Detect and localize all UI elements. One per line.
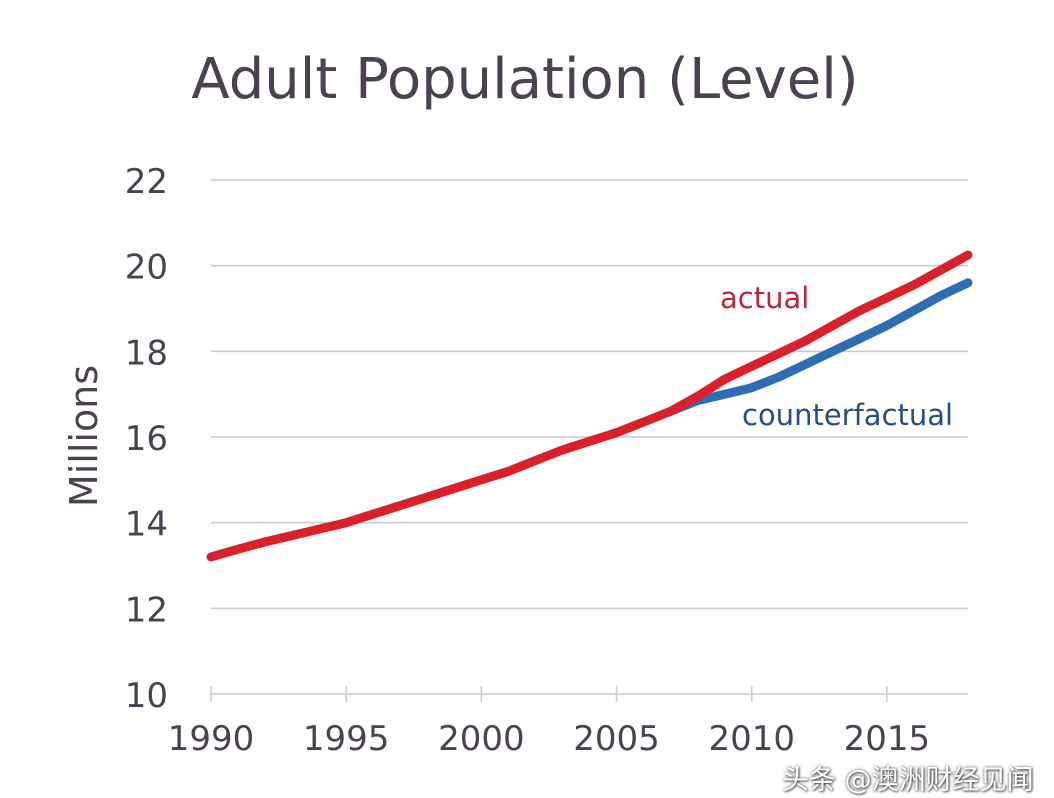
y-axis-label: Millions [62, 365, 106, 507]
x-tick-label: 2010 [708, 719, 795, 759]
gridlines: 10 12 14 16 18 20 22 [125, 162, 968, 716]
x-tick-label: 2005 [573, 719, 660, 759]
chart-title: Adult Population (Level) [191, 47, 858, 112]
y-tick-label: 14 [125, 505, 168, 545]
x-tick-label: 1995 [303, 719, 390, 759]
y-tick-label: 18 [125, 333, 168, 373]
y-tick-label: 20 [125, 248, 168, 288]
series-line-counterfactual [666, 278, 973, 416]
x-tick-label: 2000 [438, 719, 525, 759]
y-tick-label: 10 [125, 676, 168, 716]
x-axis: 1990 1995 2000 2005 2010 2015 [168, 686, 968, 759]
series-label-actual: actual [720, 281, 809, 315]
y-tick-label: 12 [125, 590, 168, 630]
y-tick-label: 22 [125, 162, 168, 202]
series-label-counterfactual: counterfactual [742, 398, 953, 432]
x-tick-label: 1990 [168, 719, 255, 759]
watermark: 头条 @澳洲财经见闻 [782, 765, 1034, 796]
series-line-actual [206, 250, 973, 562]
series-lines [206, 250, 973, 562]
y-tick-label: 16 [125, 419, 168, 459]
x-tick-label: 2015 [844, 719, 931, 759]
